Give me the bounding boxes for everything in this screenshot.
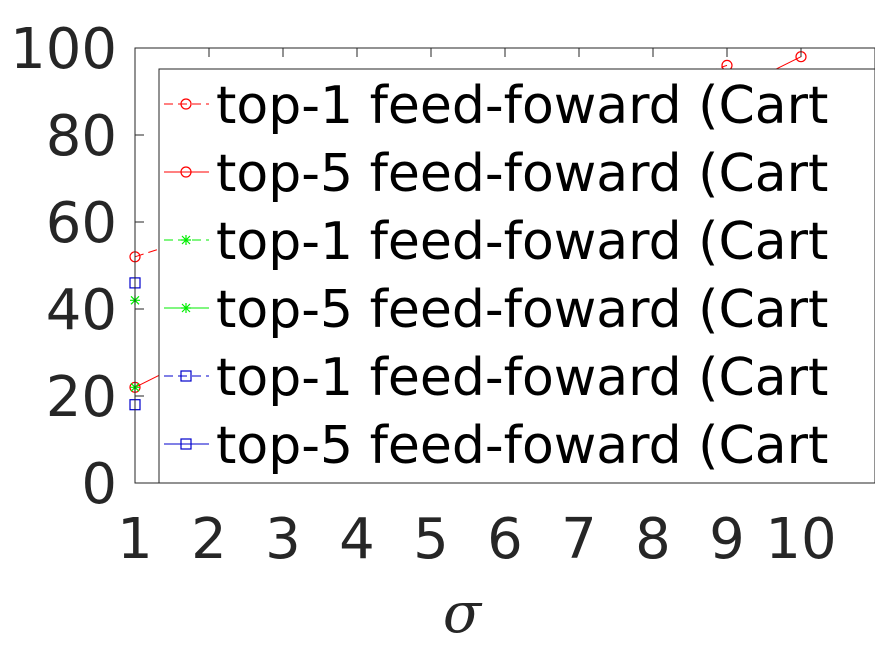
y-axis: 0 20 40 60 80 100	[10, 17, 144, 517]
legend-marker	[181, 235, 191, 245]
x-tick-label: 10	[765, 507, 836, 572]
legend-marker	[180, 166, 192, 178]
legend-label: top-1 feed-foward (Cart	[216, 348, 828, 408]
legend-marker	[180, 370, 192, 382]
x-tick-label: 9	[709, 507, 745, 572]
x-tick-label: 5	[413, 507, 449, 572]
legend-entry: top-1 feed-foward (Cart	[164, 76, 828, 136]
legend: top-1 feed-foward (Cart top-5 feed-foward…	[158, 68, 875, 484]
legend-box	[158, 68, 875, 484]
x-axis: 1 2 3 4 5 6 7 8 9 10	[117, 48, 837, 572]
x-tick-label: 4	[339, 507, 375, 572]
legend-label: top-5 feed-foward (Cart	[216, 144, 828, 204]
legend-entry: top-5 feed-foward (Cart	[164, 416, 828, 476]
x-tick-label: 2	[191, 507, 227, 572]
x-tick-label: 6	[487, 507, 523, 572]
legend-marker	[181, 303, 191, 313]
x-tick-label: 7	[561, 507, 597, 572]
legend-entry: top-5 feed-foward (Cart	[164, 144, 828, 204]
y-tick-label: 80	[46, 104, 117, 169]
legend-label: top-5 feed-foward (Cart	[216, 280, 828, 340]
legend-marker	[180, 98, 192, 110]
y-tick-label: 20	[46, 365, 117, 430]
y-tick-label: 0	[81, 452, 117, 517]
x-tick-label: 8	[635, 507, 671, 572]
legend-entry: top-1 feed-foward (Cart	[164, 348, 828, 408]
legend-marker	[180, 438, 192, 450]
legend-label: top-5 feed-foward (Cart	[216, 416, 828, 476]
legend-label: top-1 feed-foward (Cart	[216, 212, 828, 272]
y-tick-label: 40	[46, 278, 117, 343]
x-tick-label: 1	[117, 507, 153, 572]
y-tick-label: 100	[10, 17, 117, 82]
legend-entry: top-1 feed-foward (Cart	[164, 212, 828, 272]
y-tick-label: 60	[46, 191, 117, 256]
legend-entry: top-5 feed-foward (Cart	[164, 280, 828, 340]
x-axis-label: σ	[443, 581, 483, 646]
legend-label: top-1 feed-foward (Cart	[216, 76, 828, 136]
x-tick-label: 3	[265, 507, 301, 572]
